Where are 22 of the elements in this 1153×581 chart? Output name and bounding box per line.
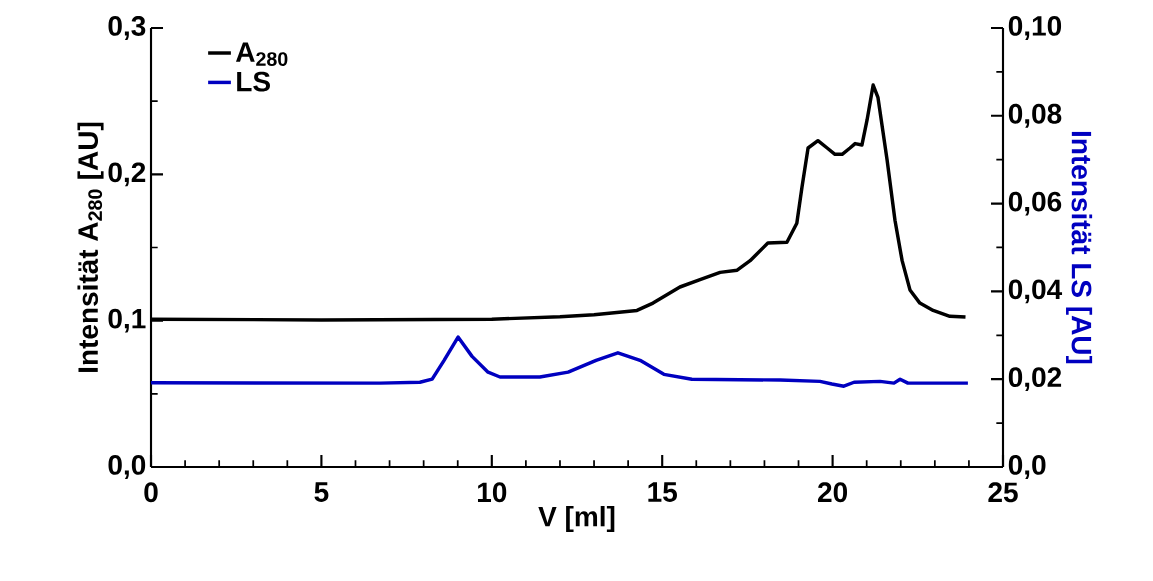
y2-tick-label: 0,0	[1008, 455, 1046, 479]
y-tick-label: 0,1	[108, 308, 146, 333]
line-series	[151, 335, 970, 388]
legend-label: LS	[237, 71, 270, 92]
x-tick-label: 20	[817, 482, 848, 503]
x-tick-label: 0	[144, 482, 158, 503]
x-tick-label: 15	[648, 482, 677, 502]
y2-tick-label: 0,06	[1008, 191, 1062, 216]
y-tick-label: 0,0	[108, 455, 146, 479]
x-tick-label: 25	[988, 482, 1018, 503]
x-tick-label: 5	[314, 482, 329, 502]
y2-axis-title: Intensität LS [AU]	[1066, 131, 1093, 364]
y-tick-label: 0,3	[108, 16, 146, 40]
x-axis-title: V [ml]	[538, 506, 615, 533]
y-axis-title: Intensität A$_{280}$ [AU]	[77, 122, 104, 372]
y2-tick-label: 0,02	[1008, 367, 1062, 392]
y-tick-label: 0,2	[108, 162, 146, 187]
x-tick-label: 10	[477, 482, 507, 503]
y2-tick-label: 0,08	[1008, 103, 1062, 128]
legend-label: A$_{280}$	[235, 42, 288, 66]
y2-tick-label: 0,10	[1008, 16, 1062, 40]
y2-tick-label: 0,04	[1008, 279, 1063, 304]
